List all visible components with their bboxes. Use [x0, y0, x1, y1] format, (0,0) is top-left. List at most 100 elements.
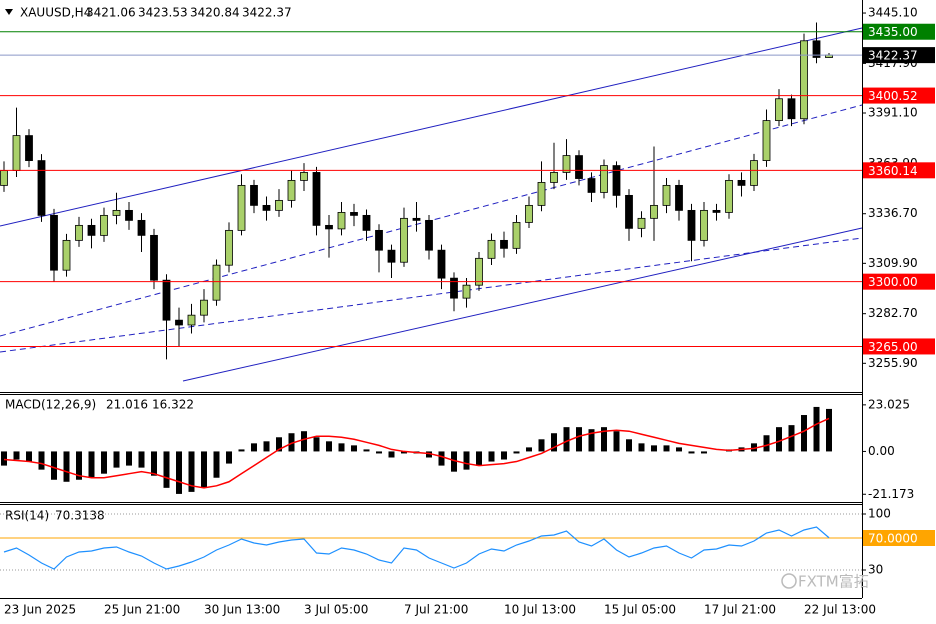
- candle-body: [387, 249, 396, 263]
- candle-body: [550, 172, 558, 183]
- candle-body: [237, 184, 246, 231]
- candle-body: [462, 284, 471, 299]
- macd-bar: [526, 447, 532, 452]
- candle-body: [287, 179, 296, 201]
- y-tick-label: 3391.10: [868, 106, 918, 120]
- level-label: 3300.00: [868, 275, 918, 289]
- level-label: 3360.14: [868, 164, 918, 178]
- macd-bar: [663, 445, 670, 452]
- macd-bar: [576, 427, 582, 452]
- macd-value: 21.016: [106, 398, 148, 412]
- y-tick-label: 3309.90: [868, 256, 918, 270]
- candle-body: [512, 222, 521, 249]
- macd-bar: [151, 451, 157, 476]
- candle-body: [800, 40, 808, 120]
- level-label: 3400.52: [868, 89, 918, 103]
- macd-bar: [826, 408, 832, 452]
- candle-body: [750, 160, 758, 186]
- candle-body: [725, 179, 733, 213]
- macd-bar: [13, 451, 20, 460]
- candle-body: [187, 314, 196, 326]
- x-tick-label: 3 Jul 05:00: [304, 603, 368, 617]
- macd-bar: [538, 439, 545, 452]
- y-tick-label: 3445.10: [868, 6, 918, 20]
- macd-bar: [38, 451, 45, 470]
- macd-bar: [1, 451, 7, 466]
- candle-body: [475, 257, 483, 286]
- bid-label: 3422.37: [868, 49, 918, 63]
- trend-line: [0, 27, 863, 227]
- macd-bar: [676, 447, 682, 452]
- macd-bar: [301, 431, 307, 452]
- macd-title: MACD(12,26,9): [5, 398, 96, 412]
- macd-bar: [238, 449, 245, 452]
- x-tick-label: 30 Jun 13:00: [204, 603, 280, 617]
- macd-bar: [201, 451, 207, 488]
- macd-bar: [788, 425, 795, 452]
- candle-body: [100, 214, 108, 236]
- macd-bar: [551, 433, 557, 452]
- rsi-title: RSI(14): [5, 509, 49, 523]
- macd-bar: [438, 451, 445, 466]
- candle-body: [125, 209, 133, 221]
- macd-bar: [26, 451, 32, 462]
- macd-bar: [638, 443, 645, 452]
- high-value: 3423.53: [138, 6, 188, 20]
- candle-body: [537, 182, 546, 206]
- level-label: 3265.00: [868, 340, 918, 354]
- candle-body: [450, 277, 458, 299]
- candle-body: [762, 120, 771, 161]
- watermark-logo: [781, 573, 797, 589]
- macd-bar: [476, 451, 482, 466]
- candle-body: [175, 319, 183, 326]
- x-tick-label: 10 Jul 13:00: [504, 603, 576, 617]
- trend-line: [182, 227, 863, 382]
- macd-bar: [288, 433, 295, 452]
- candle-body: [225, 229, 233, 266]
- macd-bar: [501, 451, 507, 460]
- macd-bar: [338, 443, 345, 452]
- trend-channel: [0, 27, 863, 382]
- candle-body: [375, 229, 383, 251]
- candle-body: [662, 184, 671, 206]
- macd-bar: [388, 451, 395, 458]
- candle-body: [312, 172, 321, 226]
- level-label: 70.0000: [868, 532, 918, 546]
- macd-bar: [751, 443, 757, 452]
- y-tick-label: 0.00: [868, 444, 895, 458]
- macd-bar: [801, 415, 807, 452]
- candle-body: [212, 264, 221, 301]
- macd-bar: [451, 451, 457, 472]
- candle-body: [637, 217, 646, 229]
- macd-bar: [226, 451, 232, 464]
- macd-bar: [113, 451, 120, 468]
- trend-line: [0, 104, 863, 337]
- candle-body: [775, 98, 783, 121]
- macd-bar: [588, 429, 595, 452]
- candle-body: [200, 299, 208, 316]
- y-tick-label: 3255.90: [868, 356, 918, 370]
- candle-body: [562, 155, 571, 173]
- candle-body: [12, 135, 21, 171]
- y-tick-label: 100: [868, 507, 891, 521]
- candle-body: [787, 98, 796, 120]
- x-tick-label: 15 Jul 05:00: [604, 603, 676, 617]
- macd-bar: [601, 427, 607, 452]
- candle-body: [687, 209, 696, 241]
- candle-body: [412, 217, 421, 221]
- macd-bar: [563, 427, 570, 452]
- macd-bar: [88, 451, 95, 478]
- y-tick-label: 3336.70: [868, 206, 918, 220]
- signal-line: [3, 417, 830, 489]
- macd-bar: [326, 441, 332, 452]
- candle-body: [400, 217, 408, 263]
- macd-bar: [163, 451, 170, 488]
- x-tick-label: 23 Jun 2025: [4, 603, 76, 617]
- candle-body: [625, 194, 633, 229]
- candle-body: [587, 178, 596, 193]
- macd-bar: [626, 439, 632, 452]
- level-box: [863, 87, 935, 104]
- candle-body: [600, 165, 608, 193]
- macd-bar: [101, 451, 107, 474]
- candle-body: [612, 165, 621, 196]
